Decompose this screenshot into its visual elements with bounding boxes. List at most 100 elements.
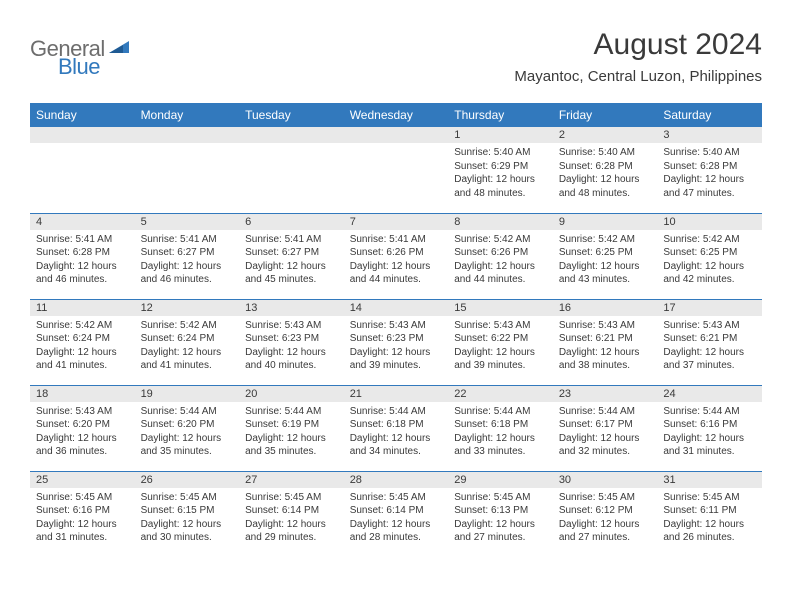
day-details: Sunrise: 5:41 AMSunset: 6:28 PMDaylight:…	[30, 230, 135, 289]
day-number: 21	[344, 386, 449, 402]
daylight-text: Daylight: 12 hours and 34 minutes.	[350, 432, 443, 459]
logo-triangle-icon	[109, 39, 131, 60]
calendar-day-cell: 31Sunrise: 5:45 AMSunset: 6:11 PMDayligh…	[657, 471, 762, 557]
calendar-day-cell: 28Sunrise: 5:45 AMSunset: 6:14 PMDayligh…	[344, 471, 449, 557]
daylight-text: Daylight: 12 hours and 31 minutes.	[663, 432, 756, 459]
sunrise-text: Sunrise: 5:40 AM	[663, 146, 756, 160]
sunset-text: Sunset: 6:19 PM	[245, 418, 338, 432]
day-details: Sunrise: 5:41 AMSunset: 6:26 PMDaylight:…	[344, 230, 449, 289]
sunset-text: Sunset: 6:28 PM	[663, 160, 756, 174]
day-number	[239, 127, 344, 143]
day-number: 4	[30, 214, 135, 230]
daylight-text: Daylight: 12 hours and 38 minutes.	[559, 346, 652, 373]
sunrise-text: Sunrise: 5:44 AM	[663, 405, 756, 419]
sunset-text: Sunset: 6:20 PM	[141, 418, 234, 432]
daylight-text: Daylight: 12 hours and 44 minutes.	[454, 260, 547, 287]
daylight-text: Daylight: 12 hours and 40 minutes.	[245, 346, 338, 373]
day-details: Sunrise: 5:42 AMSunset: 6:26 PMDaylight:…	[448, 230, 553, 289]
day-number: 19	[135, 386, 240, 402]
calendar-day-cell: 5Sunrise: 5:41 AMSunset: 6:27 PMDaylight…	[135, 213, 240, 299]
calendar-week-row: 25Sunrise: 5:45 AMSunset: 6:16 PMDayligh…	[30, 471, 762, 557]
sunset-text: Sunset: 6:16 PM	[663, 418, 756, 432]
header: General August 2024 Mayantoc, Central Lu…	[30, 28, 762, 85]
calendar-day-cell: 6Sunrise: 5:41 AMSunset: 6:27 PMDaylight…	[239, 213, 344, 299]
day-number: 13	[239, 300, 344, 316]
day-number: 8	[448, 214, 553, 230]
sunset-text: Sunset: 6:22 PM	[454, 332, 547, 346]
logo-text-blue: Blue	[58, 54, 100, 79]
calendar-day-cell: 24Sunrise: 5:44 AMSunset: 6:16 PMDayligh…	[657, 385, 762, 471]
day-details: Sunrise: 5:45 AMSunset: 6:12 PMDaylight:…	[553, 488, 658, 547]
day-number: 29	[448, 472, 553, 488]
sunrise-text: Sunrise: 5:43 AM	[36, 405, 129, 419]
daylight-text: Daylight: 12 hours and 33 minutes.	[454, 432, 547, 459]
daylight-text: Daylight: 12 hours and 28 minutes.	[350, 518, 443, 545]
sunrise-text: Sunrise: 5:42 AM	[36, 319, 129, 333]
sunrise-text: Sunrise: 5:41 AM	[141, 233, 234, 247]
sunset-text: Sunset: 6:17 PM	[559, 418, 652, 432]
sunset-text: Sunset: 6:25 PM	[663, 246, 756, 260]
day-number: 25	[30, 472, 135, 488]
daylight-text: Daylight: 12 hours and 48 minutes.	[454, 173, 547, 200]
calendar-day-cell: 1Sunrise: 5:40 AMSunset: 6:29 PMDaylight…	[448, 127, 553, 213]
calendar-day-cell	[344, 127, 449, 213]
sunrise-text: Sunrise: 5:43 AM	[245, 319, 338, 333]
calendar-day-cell: 10Sunrise: 5:42 AMSunset: 6:25 PMDayligh…	[657, 213, 762, 299]
day-number: 18	[30, 386, 135, 402]
calendar-day-cell: 18Sunrise: 5:43 AMSunset: 6:20 PMDayligh…	[30, 385, 135, 471]
sunset-text: Sunset: 6:29 PM	[454, 160, 547, 174]
day-number: 9	[553, 214, 658, 230]
calendar-day-cell	[135, 127, 240, 213]
day-number: 6	[239, 214, 344, 230]
day-number: 16	[553, 300, 658, 316]
day-number: 28	[344, 472, 449, 488]
daylight-text: Daylight: 12 hours and 29 minutes.	[245, 518, 338, 545]
calendar-page: General August 2024 Mayantoc, Central Lu…	[0, 0, 792, 577]
day-number: 2	[553, 127, 658, 143]
sunrise-text: Sunrise: 5:41 AM	[245, 233, 338, 247]
sunset-text: Sunset: 6:27 PM	[245, 246, 338, 260]
calendar-day-cell: 27Sunrise: 5:45 AMSunset: 6:14 PMDayligh…	[239, 471, 344, 557]
day-number	[344, 127, 449, 143]
calendar-day-cell: 14Sunrise: 5:43 AMSunset: 6:23 PMDayligh…	[344, 299, 449, 385]
day-details: Sunrise: 5:43 AMSunset: 6:22 PMDaylight:…	[448, 316, 553, 375]
sunset-text: Sunset: 6:27 PM	[141, 246, 234, 260]
day-details: Sunrise: 5:44 AMSunset: 6:16 PMDaylight:…	[657, 402, 762, 461]
calendar-day-cell: 17Sunrise: 5:43 AMSunset: 6:21 PMDayligh…	[657, 299, 762, 385]
sunset-text: Sunset: 6:25 PM	[559, 246, 652, 260]
day-details: Sunrise: 5:45 AMSunset: 6:14 PMDaylight:…	[239, 488, 344, 547]
calendar-week-row: 1Sunrise: 5:40 AMSunset: 6:29 PMDaylight…	[30, 127, 762, 213]
day-number: 12	[135, 300, 240, 316]
daylight-text: Daylight: 12 hours and 47 minutes.	[663, 173, 756, 200]
day-number: 10	[657, 214, 762, 230]
day-details: Sunrise: 5:45 AMSunset: 6:15 PMDaylight:…	[135, 488, 240, 547]
daylight-text: Daylight: 12 hours and 31 minutes.	[36, 518, 129, 545]
calendar-week-row: 18Sunrise: 5:43 AMSunset: 6:20 PMDayligh…	[30, 385, 762, 471]
sunrise-text: Sunrise: 5:45 AM	[663, 491, 756, 505]
daylight-text: Daylight: 12 hours and 27 minutes.	[559, 518, 652, 545]
day-number: 20	[239, 386, 344, 402]
calendar-day-cell: 21Sunrise: 5:44 AMSunset: 6:18 PMDayligh…	[344, 385, 449, 471]
daylight-text: Daylight: 12 hours and 42 minutes.	[663, 260, 756, 287]
sunrise-text: Sunrise: 5:41 AM	[350, 233, 443, 247]
daylight-text: Daylight: 12 hours and 44 minutes.	[350, 260, 443, 287]
sunrise-text: Sunrise: 5:41 AM	[36, 233, 129, 247]
day-number: 7	[344, 214, 449, 230]
sunset-text: Sunset: 6:20 PM	[36, 418, 129, 432]
day-details: Sunrise: 5:42 AMSunset: 6:25 PMDaylight:…	[657, 230, 762, 289]
day-number: 11	[30, 300, 135, 316]
sunrise-text: Sunrise: 5:45 AM	[454, 491, 547, 505]
sunset-text: Sunset: 6:21 PM	[663, 332, 756, 346]
daylight-text: Daylight: 12 hours and 48 minutes.	[559, 173, 652, 200]
calendar-day-cell: 30Sunrise: 5:45 AMSunset: 6:12 PMDayligh…	[553, 471, 658, 557]
calendar-week-row: 4Sunrise: 5:41 AMSunset: 6:28 PMDaylight…	[30, 213, 762, 299]
sunset-text: Sunset: 6:24 PM	[36, 332, 129, 346]
title-block: August 2024 Mayantoc, Central Luzon, Phi…	[514, 28, 762, 85]
day-details: Sunrise: 5:44 AMSunset: 6:19 PMDaylight:…	[239, 402, 344, 461]
day-details: Sunrise: 5:44 AMSunset: 6:20 PMDaylight:…	[135, 402, 240, 461]
sunrise-text: Sunrise: 5:45 AM	[36, 491, 129, 505]
calendar-day-cell: 16Sunrise: 5:43 AMSunset: 6:21 PMDayligh…	[553, 299, 658, 385]
daylight-text: Daylight: 12 hours and 35 minutes.	[245, 432, 338, 459]
calendar-day-cell: 7Sunrise: 5:41 AMSunset: 6:26 PMDaylight…	[344, 213, 449, 299]
daylight-text: Daylight: 12 hours and 35 minutes.	[141, 432, 234, 459]
